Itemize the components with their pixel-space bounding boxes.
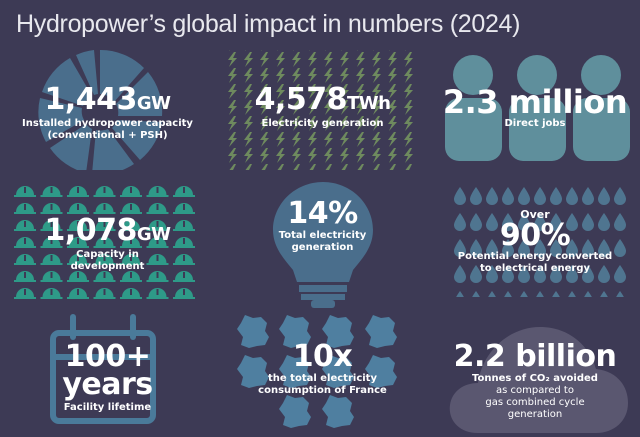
stat-label: Potential energy converted	[457, 251, 613, 262]
hard-hat-pattern-icon	[14, 183, 199, 303]
stat-efficiency: Over 90% Potential energy converted to e…	[430, 175, 640, 305]
stat-label: Direct jobs	[504, 118, 566, 129]
stat-value: 14%	[287, 196, 358, 231]
stat-label: Tonnes of CO₂ avoided	[472, 373, 598, 384]
stat-label: gas combined cycle	[485, 397, 585, 408]
stat-label: development	[70, 261, 145, 272]
stat-value: 1,078GW	[44, 213, 171, 248]
water-drop-pattern-icon	[452, 187, 628, 297]
stat-value: 2.3 million	[442, 83, 628, 121]
stat-value: years	[62, 367, 153, 402]
stat-installed-capacity: 1,443GW Installed hydropower capacity (c…	[0, 50, 215, 170]
lightning-bolt-pattern-icon	[223, 50, 415, 170]
stat-co2-avoided: 2.2 billion Tonnes of CO₂ avoided as com…	[430, 305, 640, 437]
stat-label: Installed hydropower capacity	[22, 118, 193, 129]
stat-label: Capacity in	[76, 249, 139, 260]
stat-label: generation	[291, 242, 354, 253]
stat-value: 100+	[64, 339, 151, 374]
stat-value: 10x	[292, 339, 353, 374]
stat-facility-lifetime: 100+ years Facility lifetime	[0, 305, 215, 437]
stat-value: 4,578TWh	[254, 82, 391, 117]
stat-label: consumption of France	[258, 385, 387, 396]
stat-label: Facility lifetime	[63, 402, 152, 413]
stat-value: 1,443GW	[44, 82, 171, 117]
stat-label: generation	[507, 409, 563, 420]
stat-value: 2.2 billion	[453, 339, 617, 374]
page-title: Hydropower’s global impact in numbers (2…	[16, 10, 521, 38]
stat-label: Total electricity	[278, 230, 367, 241]
calendar-icon	[50, 314, 156, 424]
stat-france-comparison: 10x the total electricity consumption of…	[215, 305, 430, 437]
stat-label: to electrical energy	[479, 263, 591, 274]
stat-share-generation: 14% Total electricity generation	[215, 170, 430, 310]
people-icon	[445, 55, 630, 161]
stat-electricity-generation: 4,578TWh Electricity generation	[215, 50, 430, 170]
stat-prefix: Over	[520, 208, 550, 221]
stat-label: as compared to	[496, 385, 574, 396]
stat-capacity-development: 1,078GW Capacity in development	[0, 175, 215, 305]
stat-label: (conventional + PSH)	[47, 130, 168, 141]
stat-label: Electricity generation	[261, 118, 384, 129]
stat-direct-jobs: 2.3 million Direct jobs	[430, 50, 640, 170]
stat-label: the total electricity	[268, 373, 377, 384]
turbine-icon	[38, 50, 163, 170]
light-bulb-icon	[273, 182, 373, 308]
stat-value: 90%	[499, 218, 571, 253]
cloud-icon	[449, 327, 628, 433]
